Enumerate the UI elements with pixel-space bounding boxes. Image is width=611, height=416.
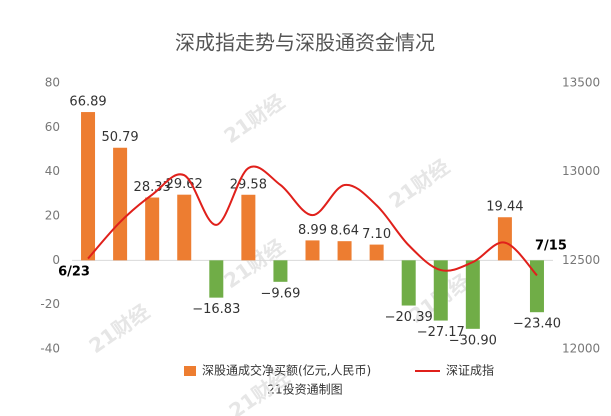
bar [369,244,384,261]
chart-title: 深成指走势与深股通资金情况 [175,31,435,55]
data-label: 19.44 [486,200,523,215]
y-tick-label: -20 [40,297,60,311]
legend-label: 深股通成交净买额(亿元,人民币) [202,363,371,378]
y-tick-label: 60 [45,120,60,134]
data-label: 29.62 [166,177,203,192]
data-label: 7.10 [362,227,391,242]
data-label: −9.69 [261,286,301,301]
watermark: 21财经 [84,299,153,358]
bar [209,260,224,298]
data-label: −23.40 [513,317,561,332]
legend-label: 深证成指 [446,363,494,378]
data-label: −30.90 [449,333,497,348]
bar [273,260,288,282]
data-label: 66.89 [69,95,106,110]
y2-tick-label: 13500 [562,76,600,90]
bar [305,240,320,261]
watermark: 21财经 [219,89,288,148]
y-tick-label: 80 [45,76,60,90]
bar [241,194,256,261]
data-label: 28.33 [134,180,171,195]
data-label: 50.79 [101,130,138,145]
y-tick-label: 40 [45,164,60,178]
y-tick-label: -40 [40,342,60,356]
y2-tick-label: 13000 [562,164,600,178]
x-category-label: 7/15 [535,239,567,254]
bar [401,260,416,306]
line [87,165,538,277]
footnote: 21投资通制图 [267,382,342,397]
y2-tick-label: 12000 [562,342,600,356]
bar [433,260,448,321]
data-label: −16.83 [192,302,240,317]
bar [177,194,192,261]
data-label: −20.39 [385,310,433,325]
bar [145,197,160,261]
legend-swatch [184,366,196,376]
bar [465,260,480,329]
watermark: 21财经 [384,154,453,213]
bar [337,241,352,261]
data-label: 8.99 [298,223,327,238]
y-tick-label: 20 [45,209,60,223]
y-tick-label: 0 [52,253,60,267]
y2-tick-label: 12500 [562,253,600,267]
x-category-label: 6/23 [58,265,90,280]
bar [529,260,544,313]
data-label: −27.17 [417,325,465,340]
bar [497,217,512,261]
bar [81,112,96,261]
data-label: 8.64 [330,224,359,239]
bar [113,147,128,261]
